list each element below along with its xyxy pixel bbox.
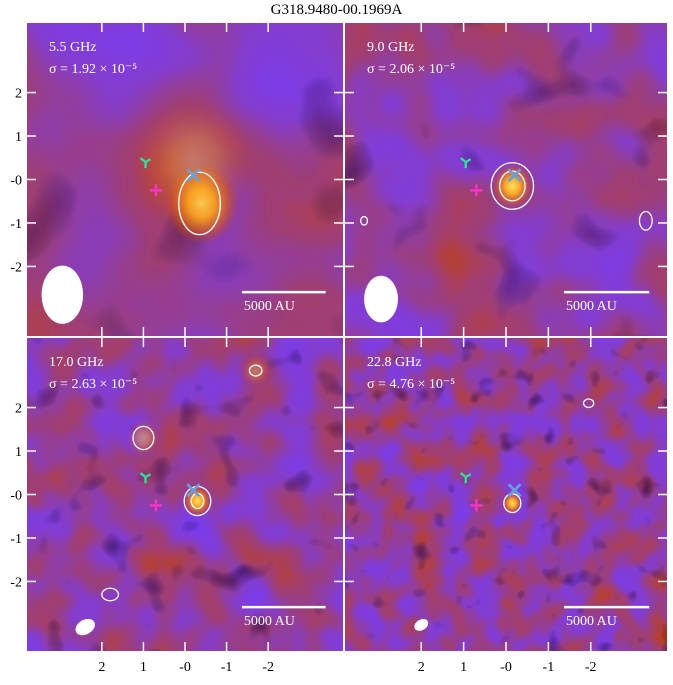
panel-9-0-ghz: 5000 AU 9.0 GHz σ = 2.06 × 10⁻⁵	[345, 23, 667, 336]
frequency-label: 9.0 GHz	[367, 40, 414, 55]
x-tick-label: -0	[500, 660, 512, 675]
panel-divider-horizontal	[27, 336, 667, 338]
emission-source	[126, 419, 161, 457]
tri-marker	[460, 157, 472, 169]
beam-ellipse	[364, 275, 398, 323]
y-tick-label: -0	[10, 174, 22, 189]
y-tick-label: 2	[15, 402, 22, 417]
y-tick-label: -2	[10, 575, 22, 590]
y-tick-label: -2	[10, 260, 22, 275]
sigma-label: σ = 4.76 × 10⁻⁵	[367, 377, 455, 392]
emission-source	[491, 162, 534, 210]
beam-ellipse	[414, 619, 429, 631]
y-tick-label: -1	[10, 217, 22, 232]
x-tick-label: -2	[262, 660, 274, 675]
x-tick-label: 1	[460, 660, 467, 675]
x-tick-label: -2	[585, 660, 597, 675]
plus-marker	[149, 184, 162, 197]
emission-source	[501, 491, 523, 515]
scale-bar-label: 5000 AU	[566, 299, 617, 314]
emission-source	[130, 93, 256, 231]
frequency-label: 22.8 GHz	[367, 355, 421, 370]
plus-marker	[470, 499, 483, 512]
y-tick-label: -1	[10, 532, 22, 547]
y-tick-label: -0	[10, 489, 22, 504]
panel-5-5-ghz: 5000 AU 5.5 GHz σ = 1.92 × 10⁻⁵ 2 1 -0 -1 -2	[10, 23, 343, 336]
plus-marker	[149, 499, 162, 512]
emission-source	[182, 485, 213, 518]
cross-marker	[507, 168, 522, 183]
y-tick-label: 1	[15, 445, 22, 460]
contour-line	[178, 171, 221, 236]
x-tick-label: -1	[543, 660, 555, 675]
tri-marker	[139, 472, 152, 484]
beam-ellipse	[75, 618, 95, 636]
scale-bar-label: 5000 AU	[566, 614, 617, 629]
x-tick-label: -0	[179, 660, 191, 675]
x-tick-label: 1	[140, 660, 147, 675]
contour-line	[490, 162, 535, 210]
tri-marker	[460, 472, 472, 484]
contour-line	[101, 587, 120, 602]
figure-title: G318.9480-00.1969A	[270, 2, 403, 18]
frequency-label: 5.5 GHz	[49, 40, 96, 55]
contour-line	[498, 170, 526, 202]
contour-line	[132, 425, 155, 451]
x-tick-label: 2	[98, 660, 105, 675]
scale-bar-label: 5000 AU	[244, 614, 295, 629]
y-tick-label: 2	[15, 87, 22, 102]
contour-line	[360, 215, 369, 226]
sigma-label: σ = 2.63 × 10⁻⁵	[49, 377, 137, 392]
x-tick-label: 2	[418, 660, 425, 675]
frequency-label: 17.0 GHz	[49, 355, 103, 370]
y-tick-label: 1	[15, 130, 22, 145]
contour-line	[582, 398, 595, 409]
contour-line	[248, 364, 263, 377]
cross-marker	[507, 483, 522, 498]
sigma-label: σ = 1.92 × 10⁻⁵	[49, 62, 137, 77]
beam-ellipse	[41, 265, 84, 324]
contour-line	[638, 210, 653, 231]
cross-marker	[186, 483, 201, 498]
cross-marker	[186, 168, 201, 183]
sigma-label: σ = 2.06 × 10⁻⁵	[367, 62, 455, 77]
panel-22-8-ghz: 5000 AU 22.8 GHz σ = 4.76 × 10⁻⁵ 2 1 -0 -1 -2	[345, 338, 667, 675]
x-tick-label: -1	[221, 660, 233, 675]
plus-marker	[470, 184, 483, 197]
tri-marker	[139, 157, 152, 169]
scale-bar-label: 5000 AU	[244, 299, 295, 314]
panel-17-0-ghz: 5000 AU 17.0 GHz σ = 2.63 × 10⁻⁵ 2 1 -0 -1 -2 2 1…	[10, 338, 343, 675]
emission-source	[241, 354, 271, 387]
